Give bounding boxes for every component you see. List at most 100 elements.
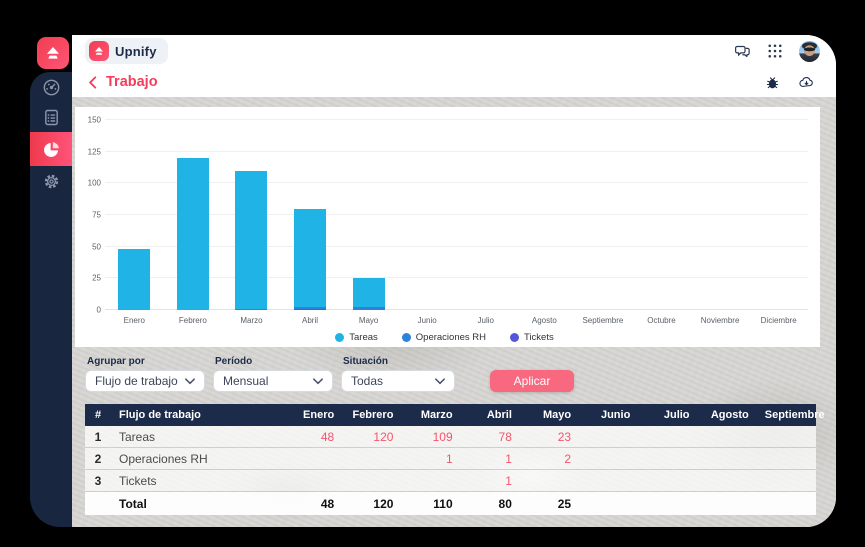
upnify-logo-icon[interactable] xyxy=(37,37,69,69)
bar-segment xyxy=(235,308,268,310)
chevron-down-icon xyxy=(185,377,195,384)
workflow-table: # Flujo de trabajo Enero Febrero Marzo Abril M… xyxy=(85,404,825,515)
table-header-row: # Flujo de trabajo Enero Febrero Marzo Abril M… xyxy=(85,404,825,426)
value-cell xyxy=(697,447,757,470)
value-cell xyxy=(697,426,757,448)
legend-label: Tareas xyxy=(349,332,378,343)
brand-pill[interactable]: Upnify xyxy=(85,38,168,64)
bar-slot xyxy=(164,115,223,310)
chat-icon[interactable] xyxy=(733,42,751,60)
chart-panel: 0 25 50 75 100 125 150 Enero Febrero Marzo Abril M… xyxy=(75,107,820,347)
bar-marzo xyxy=(235,170,268,310)
table-header-cell: Febrero xyxy=(342,404,402,426)
sidebar-item-reports[interactable] xyxy=(30,102,72,132)
row-number-cell: 1 xyxy=(85,426,111,448)
value-cell: 23 xyxy=(519,426,580,448)
breadcrumb[interactable]: Trabajo xyxy=(88,74,158,90)
period-value: Mensual xyxy=(223,374,269,388)
row-label-cell: Operaciones RH xyxy=(111,447,283,470)
gridline xyxy=(105,308,808,310)
filter-label-periodo: Período xyxy=(215,356,253,367)
pie-chart-icon xyxy=(43,141,59,157)
total-value-cell xyxy=(756,491,816,515)
checklist-icon xyxy=(44,109,58,125)
filter-bar: Agrupar por Flujo de trabajo Período Men… xyxy=(85,356,820,392)
bar-segment xyxy=(352,278,385,308)
sidebar-item-dashboard[interactable] xyxy=(30,72,72,102)
cloud-download-icon[interactable] xyxy=(798,74,815,91)
table-header-cell: Junio xyxy=(579,404,639,426)
row-label-cell: Tareas xyxy=(111,426,283,448)
value-cell xyxy=(756,447,816,470)
up-arrow-icon xyxy=(47,47,59,59)
sidebar-item-charts[interactable] xyxy=(30,132,72,166)
legend-item[interactable]: Tareas xyxy=(335,332,378,343)
bar-slot xyxy=(515,115,574,310)
table-header-cell: # xyxy=(85,404,111,426)
value-cell: 78 xyxy=(460,426,520,448)
table-row: 3 Tickets 1 xyxy=(85,469,816,492)
filter-label-situacion: Situación xyxy=(343,356,389,367)
y-axis-tick-label: 75 xyxy=(92,210,101,220)
back-chevron-icon xyxy=(88,75,97,89)
bar-slot xyxy=(222,115,281,310)
gridline xyxy=(105,182,808,184)
bar-segment xyxy=(294,307,327,309)
page-title: Trabajo xyxy=(106,74,158,90)
table-header-cell: Abril xyxy=(460,404,520,426)
y-axis-tick-label: 25 xyxy=(92,273,101,283)
x-axis: Enero Febrero Marzo Abril Mayo Junio Julio Agos… xyxy=(105,311,808,329)
x-axis-tick-label: Octubre xyxy=(647,315,676,325)
total-value-cell: 120 xyxy=(342,491,402,515)
value-cell: 48 xyxy=(283,426,343,448)
brand-name: Upnify xyxy=(115,43,157,59)
x-axis-tick-label: Diciembre xyxy=(760,315,797,325)
chevron-down-icon xyxy=(313,377,323,384)
table-header-cell: Mayo xyxy=(519,404,580,426)
apply-button[interactable]: Aplicar xyxy=(490,370,574,392)
row-label-cell: Tickets xyxy=(111,469,283,492)
total-empty-cell xyxy=(85,491,111,515)
status-select[interactable]: Todas xyxy=(341,370,455,392)
bar-slot xyxy=(281,115,340,310)
upnify-mini-logo-icon xyxy=(89,41,109,61)
y-axis-tick-label: 0 xyxy=(96,305,101,315)
period-select[interactable]: Mensual xyxy=(213,370,333,392)
value-cell xyxy=(401,469,461,492)
table-header-cell: Flujo de trabajo xyxy=(111,404,283,426)
topbar: Upnify xyxy=(72,35,836,67)
x-axis-tick-label: Abril xyxy=(302,315,319,325)
value-cell xyxy=(579,469,639,492)
user-avatar[interactable] xyxy=(799,40,820,62)
gauge-icon xyxy=(43,79,59,95)
legend-item[interactable]: Operaciones RH xyxy=(401,332,486,343)
value-cell: 109 xyxy=(401,426,461,448)
bar-segment xyxy=(118,249,151,310)
bar-segment xyxy=(352,307,385,310)
sidebar-item-settings[interactable] xyxy=(30,166,72,196)
table-header-cell: Septiembre xyxy=(756,404,825,426)
bar-enero xyxy=(118,249,151,310)
status-value: Todas xyxy=(351,374,384,388)
value-cell xyxy=(638,447,698,470)
value-cell: 1 xyxy=(460,469,520,492)
value-cell: 2 xyxy=(519,447,580,470)
value-cell: 120 xyxy=(342,426,402,448)
value-cell: 1 xyxy=(401,447,461,470)
legend-item[interactable]: Tickets xyxy=(510,332,554,343)
x-axis-tick-label: Agosto xyxy=(531,315,557,325)
gridline xyxy=(105,277,808,279)
content-area: 0 25 50 75 100 125 150 Enero Febrero Marzo Abril M… xyxy=(72,97,836,527)
y-axis-tick-label: 100 xyxy=(87,178,101,188)
y-axis-tick-label: 150 xyxy=(87,115,101,125)
bar-febrero xyxy=(176,158,209,310)
legend-dot-icon xyxy=(510,333,519,342)
value-cell xyxy=(283,447,343,470)
apps-grid-icon[interactable] xyxy=(766,42,784,60)
total-value-cell: 25 xyxy=(519,491,580,515)
group-by-select[interactable]: Flujo de trabajo xyxy=(85,370,205,392)
x-axis-tick-label: Septiembre xyxy=(582,315,624,325)
bug-icon[interactable] xyxy=(764,74,781,91)
total-value-cell xyxy=(638,491,698,515)
